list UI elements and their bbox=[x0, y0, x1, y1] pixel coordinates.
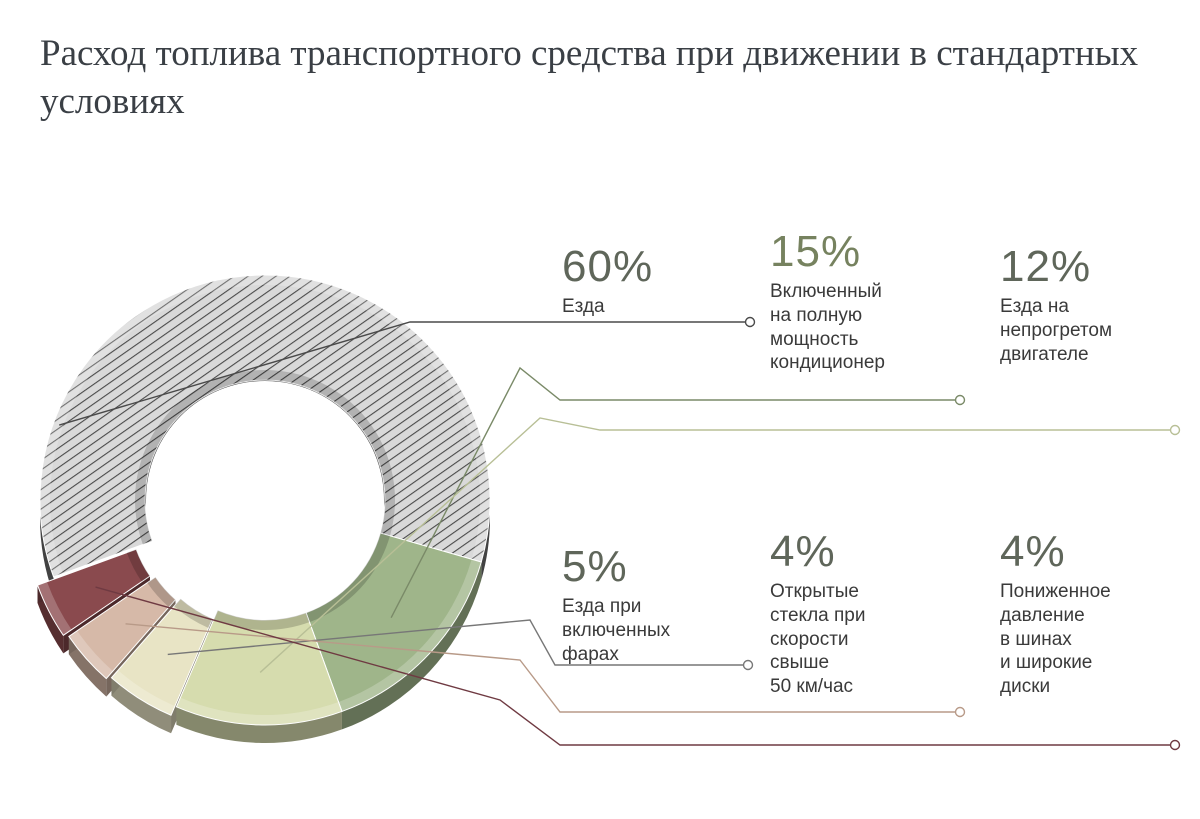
label-lights: 5% Езда при включенных фарах bbox=[562, 545, 670, 666]
label-drive: 60% Езда bbox=[562, 245, 653, 319]
txt-ac: Включенный на полную мощность кондиционе… bbox=[770, 280, 885, 375]
txt-lights: Езда при включенных фарах bbox=[562, 595, 670, 666]
label-tires: 4% Пониженное давление в шинах и широкие… bbox=[1000, 530, 1111, 699]
txt-cold: Езда на непрогретом двигателе bbox=[1000, 295, 1112, 366]
txt-drive: Езда bbox=[562, 295, 653, 319]
pct-windows: 4% bbox=[770, 530, 865, 574]
txt-tires: Пониженное давление в шинах и широкие ди… bbox=[1000, 580, 1111, 699]
label-cold: 12% Езда на непрогретом двигателе bbox=[1000, 245, 1112, 366]
pct-lights: 5% bbox=[562, 545, 670, 589]
txt-windows: Открытые стекла при скорости свыше 50 км… bbox=[770, 580, 865, 699]
pct-drive: 60% bbox=[562, 245, 653, 289]
pct-tires: 4% bbox=[1000, 530, 1111, 574]
infographic-root: { "title": "Расход топлива транспортного… bbox=[0, 0, 1200, 819]
label-windows: 4% Открытые стекла при скорости свыше 50… bbox=[770, 530, 865, 699]
pct-cold: 12% bbox=[1000, 245, 1112, 289]
label-ac: 15% Включенный на полную мощность кондиц… bbox=[770, 230, 885, 375]
pct-ac: 15% bbox=[770, 230, 885, 274]
